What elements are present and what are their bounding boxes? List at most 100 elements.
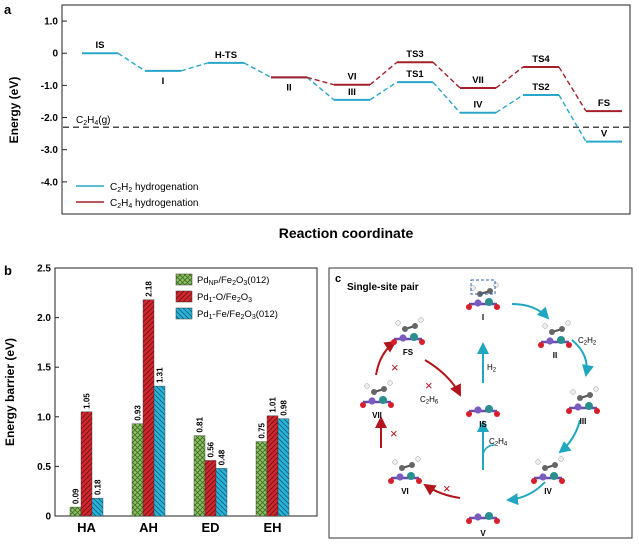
- reagent-h2: H2: [487, 363, 497, 374]
- bar-value-label: 0.48: [218, 449, 227, 465]
- bar: [153, 385, 166, 517]
- iron-atom: [474, 406, 482, 414]
- carbon-atom: [587, 392, 593, 398]
- palladium-atom: [410, 333, 418, 341]
- state-ii: II: [538, 320, 572, 360]
- bar-value-label: 1.05: [83, 393, 92, 409]
- carbon-atom: [371, 389, 377, 395]
- carbon-atom: [381, 386, 387, 392]
- bar: [255, 441, 268, 517]
- legend-label-pd-np: PdNP/Fe2O3(012): [197, 275, 269, 287]
- oxygen-atom: [566, 342, 572, 348]
- palladium-atom: [379, 396, 387, 404]
- state-label: FS: [403, 348, 414, 357]
- state-label: VI: [401, 487, 409, 496]
- carbon-atom: [542, 465, 548, 471]
- state-label: TS4: [532, 54, 550, 65]
- panel-a-legend: C2H2 hydrogenation C2H4 hydrogenation: [76, 182, 198, 210]
- hydrogen-atom: [565, 320, 571, 326]
- carbon-atom: [552, 462, 558, 468]
- bar-value-label: 0.98: [280, 400, 289, 416]
- oxygen-atom: [538, 342, 544, 348]
- state-label: IS: [479, 420, 487, 429]
- b-ytick-label: 0.5: [37, 462, 51, 473]
- panel-b-y-axis: 0 0.5 1.0 1.5 2.0 2.5: [37, 264, 59, 523]
- carbon-atom: [409, 462, 415, 468]
- state-label: I: [482, 313, 484, 322]
- oxygen-atom: [391, 339, 397, 345]
- bar-value-label: 0.81: [196, 417, 205, 433]
- iron-atom: [474, 299, 482, 307]
- panel-a-y-axis: 1.0 0 -1.0 -2.0 -3.0 -4.0: [41, 17, 67, 188]
- palladium-atom: [485, 512, 493, 520]
- panel-a-label: a: [4, 2, 12, 17]
- oxygen-atom: [419, 339, 425, 345]
- carbon-atom: [487, 288, 493, 294]
- panel-c-cycle: × × × × C2H2 H2 C2H4 C2H6: [375, 303, 597, 506]
- state-vi: VI: [388, 456, 422, 496]
- state-v: V: [466, 512, 500, 538]
- hydrogen-atom: [418, 317, 424, 323]
- bar: [204, 460, 217, 517]
- arrow-fs-to-is: [424, 359, 461, 397]
- arrow-iii-to-iv: [558, 419, 581, 454]
- oxygen-atom: [388, 402, 394, 408]
- bar-value-label: 0.56: [207, 441, 216, 457]
- panel-b-label: b: [4, 263, 12, 278]
- bar-value-label: 1.31: [156, 367, 165, 383]
- category-label: EH: [263, 520, 281, 535]
- series-c2h4: VI TS3 VII TS4 FS: [271, 49, 622, 113]
- carbon-atom: [412, 323, 418, 329]
- hydrogen-atom: [570, 389, 576, 395]
- bar: [69, 506, 82, 517]
- hydrogen-atom: [558, 456, 564, 462]
- iron-atom: [474, 513, 482, 521]
- state-label: II: [286, 82, 291, 93]
- panel-a-frame: [61, 4, 631, 215]
- reagent-c2h6: C2H6: [420, 395, 439, 406]
- bar: [277, 418, 290, 517]
- palladium-atom: [550, 472, 558, 480]
- oxygen-atom: [416, 478, 422, 484]
- state-label: IV: [474, 100, 484, 111]
- state-vii: VII: [360, 380, 394, 420]
- state-label: FS: [598, 98, 610, 109]
- oxygen-atom: [494, 518, 500, 524]
- bar: [80, 411, 93, 517]
- connector: [432, 81, 461, 114]
- bar: [91, 497, 104, 517]
- arrow-i-to-ii: [511, 303, 550, 320]
- panel-b-frame: [54, 267, 318, 517]
- oxygen-atom: [466, 411, 472, 417]
- carbon-atom: [549, 329, 555, 335]
- state-label: V: [480, 529, 486, 538]
- hydrogen-atom: [395, 320, 401, 326]
- bar: [193, 435, 206, 517]
- state-label: III: [348, 87, 356, 98]
- state-label: V: [601, 129, 608, 140]
- blocked-mark-v-vi: ×: [443, 481, 451, 496]
- a-ytick-label: 1.0: [44, 17, 58, 28]
- oxygen-atom: [494, 411, 500, 417]
- oxygen-atom: [594, 408, 600, 414]
- legend-label-c2h4: C2H4 hydrogenation: [110, 198, 198, 210]
- reference-line: C2H4(g): [63, 115, 630, 128]
- bar-value-label: 2.18: [145, 281, 154, 297]
- hydrogen-atom: [542, 323, 548, 329]
- connector: [306, 76, 335, 86]
- palladium-atom: [407, 472, 415, 480]
- state-is: IS: [466, 405, 500, 429]
- oxygen-atom: [466, 518, 472, 524]
- hydrogen-atom: [593, 386, 599, 392]
- carbon-atom: [577, 395, 583, 401]
- iron-atom: [368, 397, 376, 405]
- palladium-atom: [557, 336, 565, 344]
- state-label: IV: [544, 487, 552, 496]
- legend-swatch-pd-np: [175, 273, 193, 286]
- hydrogen-atom: [392, 459, 398, 465]
- connector: [180, 62, 209, 72]
- state-iv: IV: [531, 456, 565, 496]
- connector: [117, 52, 146, 72]
